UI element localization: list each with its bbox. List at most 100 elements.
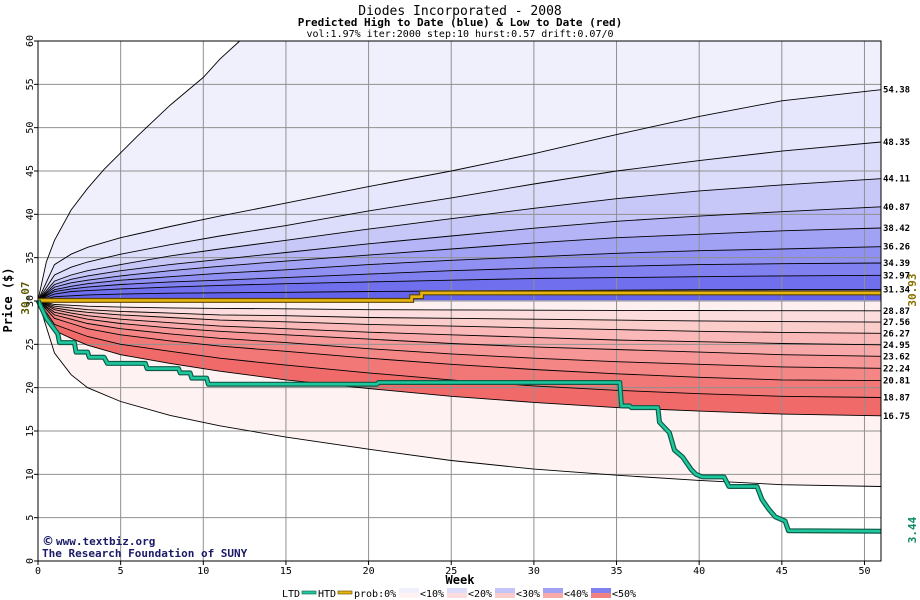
legend-items: <10% <20% <30% <40% <50%	[399, 588, 636, 600]
y-tick-label: 35	[25, 252, 36, 264]
low-band-line-7	[37, 300, 882, 398]
high-band-fill-3	[38, 206, 881, 301]
high-band-line-2	[37, 178, 882, 301]
band-end-label: 23.62	[883, 352, 910, 362]
credits-site: www.textbiz.org	[56, 535, 155, 548]
high-band-fill-6	[38, 263, 881, 301]
low-band-line-5	[37, 300, 882, 369]
outer-high-region	[38, 41, 881, 301]
low-band-line-3	[37, 300, 882, 346]
legend-item-label: <50%	[612, 589, 636, 600]
y-tick-label: 60	[25, 35, 36, 47]
credits: © www.textbiz.org The Research Foundatio…	[42, 534, 248, 560]
high-band-fill-4	[38, 228, 881, 301]
y-axis-label: Price ($)	[1, 267, 15, 332]
legend-htd-label: HTD	[318, 589, 336, 600]
legend-ltd-swatch	[301, 590, 317, 595]
x-tick-label: 35	[611, 566, 623, 577]
band-end-label: 34.39	[883, 259, 910, 269]
chart-title: Diodes Incorporated - 2008	[358, 4, 562, 19]
legend-ltd-label: LTD	[282, 589, 300, 600]
axes: 0 5 10 15 20 25 30 35 40 45 50 0 5 10 15 20 25 30 35 40 45 50…	[25, 35, 882, 577]
low-band-line-2	[37, 299, 882, 334]
y-tick-label: 15	[25, 425, 36, 437]
band-end-label: 18.87	[883, 393, 910, 403]
low-band-fill-3	[38, 300, 881, 345]
band-end-label: 28.87	[883, 307, 910, 317]
outer-low-line	[37, 300, 882, 487]
low-band-fill-2	[38, 300, 881, 334]
y-tick-label: 50	[25, 122, 36, 134]
high-band-line-3	[37, 206, 882, 301]
low-band-line-0	[37, 299, 882, 312]
legend-swatch-low	[447, 593, 467, 598]
y-tick-label: 0	[25, 558, 36, 564]
band-end-label: 26.27	[883, 329, 910, 339]
start-price-label: 30.07	[19, 281, 32, 314]
legend-item-label: <40%	[564, 589, 588, 600]
credits-org: The Research Foundation of SUNY	[42, 547, 248, 560]
high-band-line-7	[37, 274, 882, 301]
series-layer	[35, 40, 882, 534]
low-band-fill-4	[38, 300, 881, 357]
legend-swatch-high	[447, 588, 467, 593]
legend-swatch-low	[495, 593, 515, 598]
ltd-series-line	[36, 299, 882, 533]
band-end-label: 20.81	[883, 377, 910, 387]
band-end-label: 38.42	[883, 224, 910, 234]
band-end-label: 24.95	[883, 341, 910, 351]
ltd-end-value-label: 3.44	[906, 516, 919, 543]
y-tick-label: 30	[25, 295, 36, 307]
y-tick-label: 25	[25, 338, 36, 350]
y-tick-label: 10	[25, 468, 36, 480]
band-end-label: 44.11	[883, 175, 910, 185]
legend-htd-swatch	[337, 590, 353, 595]
low-band-line-8	[37, 300, 882, 417]
x-tick-label: 5	[118, 566, 124, 577]
x-tick-label: 0	[35, 566, 41, 577]
legend-swatch-high	[591, 588, 611, 593]
band-end-label: 22.24	[883, 364, 911, 374]
high-band-fill-5	[38, 246, 881, 301]
band-end-label: 16.75	[883, 412, 910, 422]
band-end-label: 36.26	[883, 243, 910, 253]
legend-item-label: <20%	[468, 589, 492, 600]
y-tick-label: 20	[25, 382, 36, 394]
chart-subtitle: Predicted High to Date (blue) & Low to D…	[298, 16, 623, 29]
high-band-fill-2	[38, 178, 881, 301]
high-band-line-1	[37, 141, 882, 301]
legend-item-label: <30%	[516, 589, 540, 600]
x-tick-label: 30	[528, 566, 540, 577]
low-band-fill-8	[38, 300, 881, 416]
band-end-label: 54.38	[883, 86, 910, 96]
low-band-fill-1	[38, 300, 881, 323]
band-end-label: 40.87	[883, 203, 910, 213]
htd-end-value-label: 30.93	[906, 273, 919, 306]
legend-swatch-high	[399, 588, 419, 593]
band-end-label: 27.56	[883, 318, 910, 328]
x-tick-label: 50	[858, 566, 870, 577]
legend: LTD HTD prob:0% <10% <20% <30% <40% <50%	[282, 588, 636, 600]
legend-swatch-high	[543, 588, 563, 593]
y-tick-label: 40	[25, 208, 36, 220]
high-band-line-8	[37, 288, 882, 301]
x-tick-label: 10	[197, 566, 209, 577]
copyright-symbol: ©	[42, 534, 54, 548]
high-band-line-5	[37, 246, 882, 301]
band-end-label: 32.97	[883, 271, 910, 281]
high-band-line-4	[37, 227, 882, 301]
y-tick-label: 45	[25, 165, 36, 177]
band-end-label: 48.35	[883, 138, 910, 148]
legend-swatch-low	[543, 593, 563, 598]
low-band-line-1	[37, 299, 882, 323]
legend-item-label: <10%	[420, 589, 444, 600]
high-band-fill-1	[38, 142, 881, 301]
outer-high-line	[37, 40, 241, 301]
x-tick-label: 20	[363, 566, 375, 577]
high-band-line-0	[37, 89, 882, 301]
htd-series-line	[38, 291, 881, 302]
x-tick-label: 15	[280, 566, 292, 577]
y-tick-label: 5	[25, 515, 36, 521]
